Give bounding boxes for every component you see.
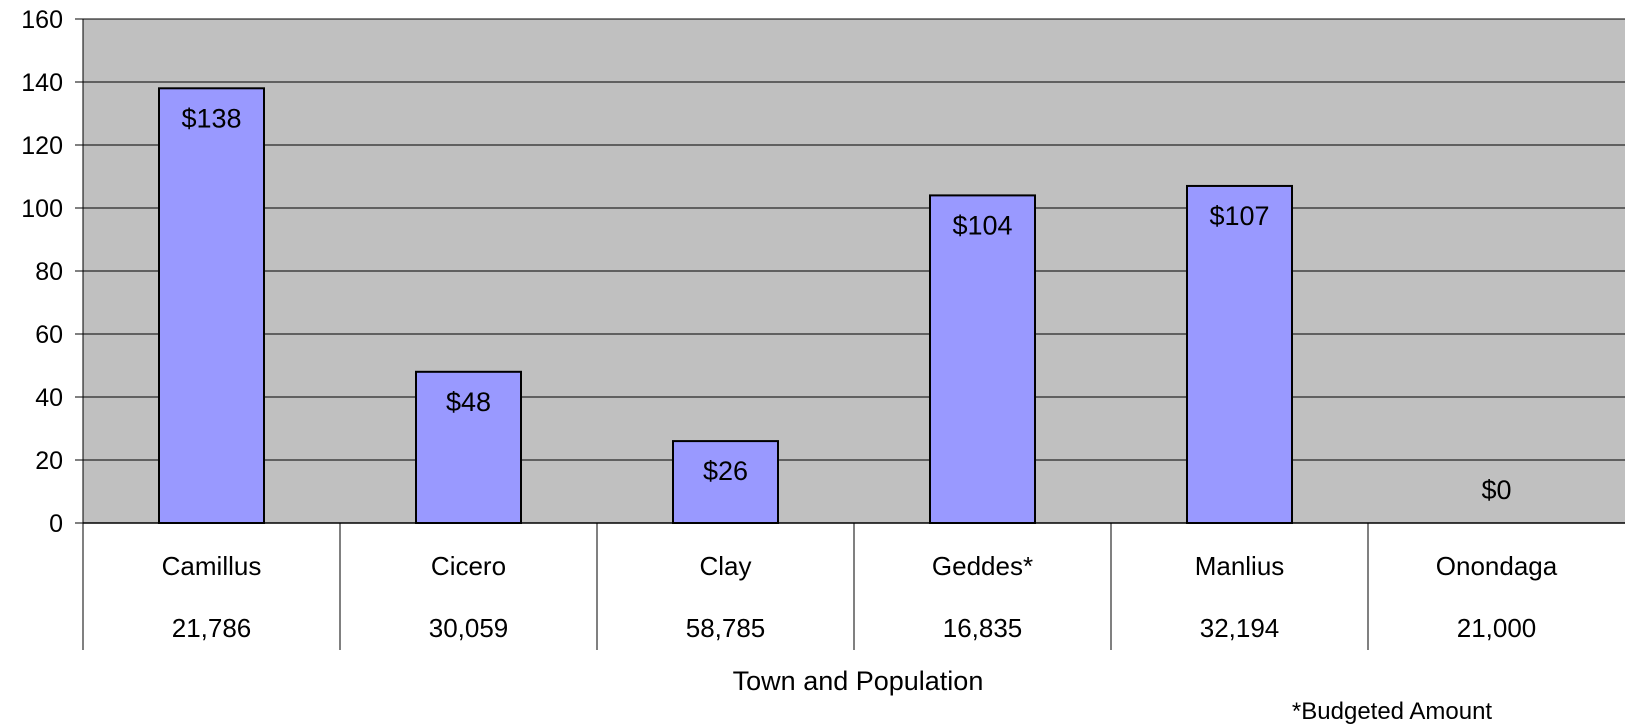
data-label: $26 <box>703 456 748 486</box>
y-tick-label: 60 <box>35 321 63 349</box>
category-label: Clay <box>699 551 751 581</box>
category-label: Camillus <box>162 551 262 581</box>
population-label: 32,194 <box>1200 613 1280 643</box>
category-label: Onondaga <box>1436 551 1558 581</box>
y-tick-label: 120 <box>21 132 63 160</box>
data-labels: $138 $48 $26 $104 $107 $0 <box>181 103 1511 505</box>
y-tick-label: 0 <box>49 510 63 538</box>
bar-camillus <box>158 87 265 525</box>
x-axis-title: Town and Population <box>733 666 984 696</box>
population-label: 58,785 <box>686 613 766 643</box>
category-table: Camillus 21,786 Cicero 30,059 Clay 58,785 Gedd… <box>162 523 1558 650</box>
bar-manlius <box>1186 184 1293 524</box>
y-tick-label: 20 <box>35 447 63 475</box>
data-label: $48 <box>446 387 491 417</box>
population-label: 16,835 <box>943 613 1023 643</box>
category-label: Geddes* <box>932 551 1033 581</box>
y-tick-label: 80 <box>35 258 63 286</box>
y-tick-label: 100 <box>21 195 63 223</box>
y-axis-ticks: 0 20 40 60 80 100 120 140 160 <box>21 6 83 538</box>
y-tick-label: 40 <box>35 384 63 412</box>
y-tick-label: 160 <box>21 6 63 34</box>
bar-cicero <box>415 370 522 524</box>
bar-geddes <box>929 194 1036 524</box>
data-label: $0 <box>1481 475 1511 505</box>
footnote: *Budgeted Amount <box>1292 698 1492 725</box>
category-label: Manlius <box>1195 551 1285 581</box>
y-tick-label: 140 <box>21 69 63 97</box>
data-label: $104 <box>952 210 1012 240</box>
bar-clay <box>672 440 779 525</box>
category-label: Cicero <box>431 551 506 581</box>
population-label: 21,786 <box>172 613 252 643</box>
data-label: $138 <box>181 103 241 133</box>
gridlines <box>83 18 1625 461</box>
data-label: $107 <box>1209 201 1269 231</box>
population-label: 30,059 <box>429 613 509 643</box>
bars <box>158 87 1293 525</box>
population-label: 21,000 <box>1457 613 1537 643</box>
